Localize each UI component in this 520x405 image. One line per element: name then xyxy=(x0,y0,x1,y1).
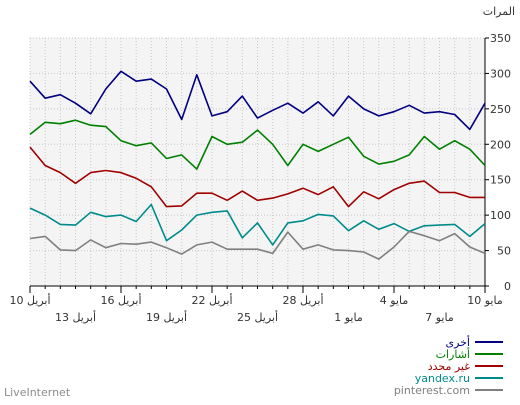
y-tick-label: 200 xyxy=(490,138,511,151)
legend-label: pinterest.com xyxy=(394,384,470,397)
x-tick-label: 10 أبريل xyxy=(9,293,50,307)
series-line-pinterest.com xyxy=(29,230,486,260)
x-tick-label: 19 أبريل xyxy=(146,310,187,324)
legend-label: أخرى xyxy=(445,335,470,349)
y-tick-label: 150 xyxy=(490,174,511,187)
x-tick-label: 28 أبريل xyxy=(282,293,323,307)
x-tick-label: 10 مايو xyxy=(467,294,503,307)
series-line-أخرى xyxy=(29,70,486,131)
x-tick-label: 4 مايو xyxy=(380,294,409,307)
y-tick-label: 100 xyxy=(490,209,511,222)
y-axis: 0 50 100 150 200 250 300 350 xyxy=(485,32,511,293)
x-tick-label: 22 أبريل xyxy=(191,293,232,307)
legend-label: غير محدد xyxy=(428,360,471,373)
legend-label: yandex.ru xyxy=(415,372,470,385)
x-tick-label: 25 أبريل xyxy=(237,310,278,324)
series-line-أشارات xyxy=(29,119,486,170)
x-tick-label: 13 أبريل xyxy=(55,310,96,324)
y-tick-label: 350 xyxy=(490,32,511,45)
x-axis: 10 مايو 4 مايو 28 أبريل 22 أبريل 16 أبريل 10 … xyxy=(9,286,503,324)
x-tick-label: 16 أبريل xyxy=(100,293,141,307)
legend-label: أشارات xyxy=(436,347,470,361)
footer-brand: LiveInternet xyxy=(4,386,71,399)
series-line-غير-محدد xyxy=(29,146,485,208)
y-tick-label: 300 xyxy=(490,67,511,80)
y-axis-label: المرات xyxy=(483,5,515,18)
y-tick-label: 0 xyxy=(504,280,511,293)
y-tick-label: 250 xyxy=(490,103,511,116)
series-lines xyxy=(29,70,486,260)
x-tick-label: 1 مايو xyxy=(334,311,363,324)
y-tick-label: 50 xyxy=(497,245,511,258)
x-tick-label: 7 مايو xyxy=(425,311,454,324)
